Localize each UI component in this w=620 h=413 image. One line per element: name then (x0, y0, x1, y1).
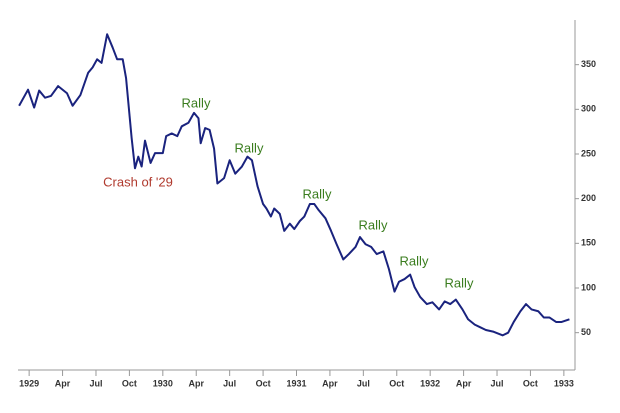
line-series (18, 33, 570, 337)
x-tick-label: Jul (89, 378, 102, 388)
x-tick-label: 1929 (19, 378, 39, 388)
y-tick-label: 50 (581, 327, 591, 337)
y-tick-label: 350 (581, 59, 596, 69)
x-tick-label: Oct (256, 378, 271, 388)
x-tick-label: Apr (55, 378, 71, 388)
x-tick-label: Oct (389, 378, 404, 388)
annotation: Rally (359, 217, 388, 232)
x-tick-label: Oct (523, 378, 538, 388)
x-tick-label: Oct (122, 378, 137, 388)
annotation: Rally (235, 140, 264, 155)
y-tick-label: 100 (581, 282, 596, 292)
x-tick-label: 1932 (420, 378, 440, 388)
x-tick-label: Apr (456, 378, 472, 388)
x-tick-label: 1933 (554, 378, 574, 388)
x-tick-label: Apr (322, 378, 338, 388)
x-tick-label: 1930 (153, 378, 173, 388)
annotation: Rally (182, 95, 211, 110)
x-tick-label: Apr (188, 378, 204, 388)
annotation: Rally (400, 253, 429, 268)
x-tick-label: 1931 (286, 378, 306, 388)
annotation: Crash of '29 (103, 174, 173, 189)
annotation: Rally (303, 186, 332, 201)
x-tick-label: Jul (223, 378, 236, 388)
x-tick-label: Jul (491, 378, 504, 388)
y-tick-label: 200 (581, 193, 596, 203)
y-tick-label: 150 (581, 238, 596, 248)
y-tick-label: 300 (581, 104, 596, 114)
y-tick-label: 250 (581, 148, 596, 158)
x-tick-label: Jul (357, 378, 370, 388)
annotation: Rally (445, 275, 474, 290)
